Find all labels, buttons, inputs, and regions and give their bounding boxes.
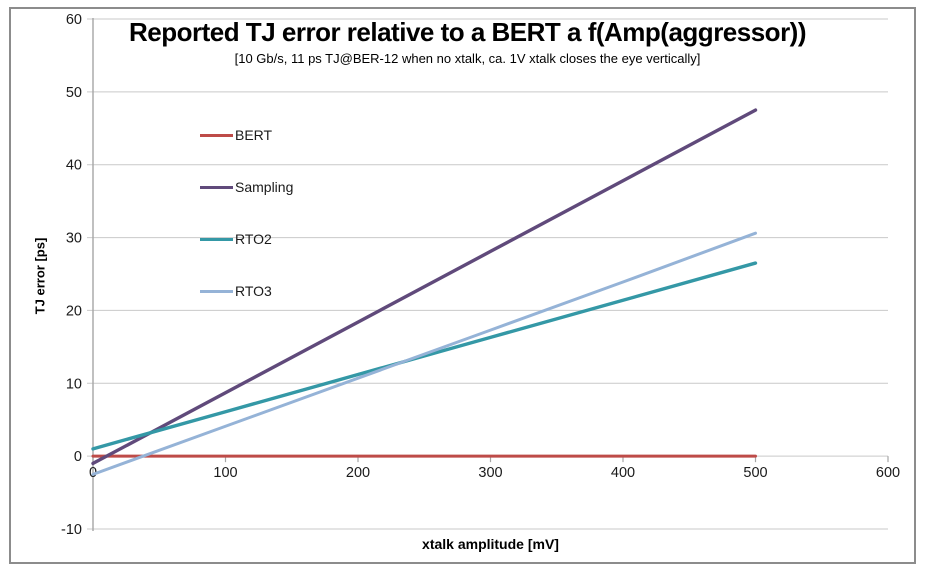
y-tick-label: 0 xyxy=(74,449,82,465)
legend-swatch-bert xyxy=(200,133,233,137)
legend-label-rto3: RTO3 xyxy=(235,283,272,299)
legend-label-bert: BERT xyxy=(235,127,273,143)
y-tick-label: 40 xyxy=(66,158,82,174)
x-tick-label: 100 xyxy=(213,465,237,481)
y-tick-label: 10 xyxy=(66,376,82,392)
y-tick-label: 60 xyxy=(66,12,82,28)
legend-label-sampling: Sampling xyxy=(235,179,294,195)
x-tick-label: 300 xyxy=(478,465,502,481)
legend-item-rto3: RTO3 xyxy=(200,283,293,299)
series-line-rto2 xyxy=(91,261,758,451)
x-tick-label: 400 xyxy=(611,465,635,481)
legend-label-rto2: RTO2 xyxy=(235,231,272,247)
y-axis-title: TJ error [ps] xyxy=(32,237,48,315)
legend-swatch-sampling xyxy=(200,185,233,189)
chart-title: Reported TJ error relative to a BERT a f… xyxy=(128,17,807,47)
x-tick-label: 200 xyxy=(346,465,370,481)
legend-swatch-rto2 xyxy=(200,237,233,241)
x-tick-label: 600 xyxy=(876,465,900,481)
chart-subtitle: [10 Gb/s, 11 ps TJ@BER-12 when no xtalk,… xyxy=(234,51,701,66)
x-tick-label: 500 xyxy=(743,465,767,481)
chart-legend: BERT Sampling RTO2 RTO3 xyxy=(200,127,293,335)
series-line-sampling xyxy=(91,108,758,466)
legend-swatch-rto3 xyxy=(200,289,233,293)
y-tick-label: 50 xyxy=(66,85,82,101)
title-block: Reported TJ error relative to a BERT a f… xyxy=(40,17,895,66)
y-tick-label: -10 xyxy=(61,522,82,538)
legend-item-sampling: Sampling xyxy=(200,179,293,195)
x-axis-title: xtalk amplitude [mV] xyxy=(422,536,559,552)
legend-item-rto2: RTO2 xyxy=(200,231,293,247)
legend-item-bert: BERT xyxy=(200,127,293,143)
series-line-rto3 xyxy=(91,231,757,476)
y-tick-label: 20 xyxy=(66,303,82,319)
y-tick-label: 30 xyxy=(66,231,82,247)
